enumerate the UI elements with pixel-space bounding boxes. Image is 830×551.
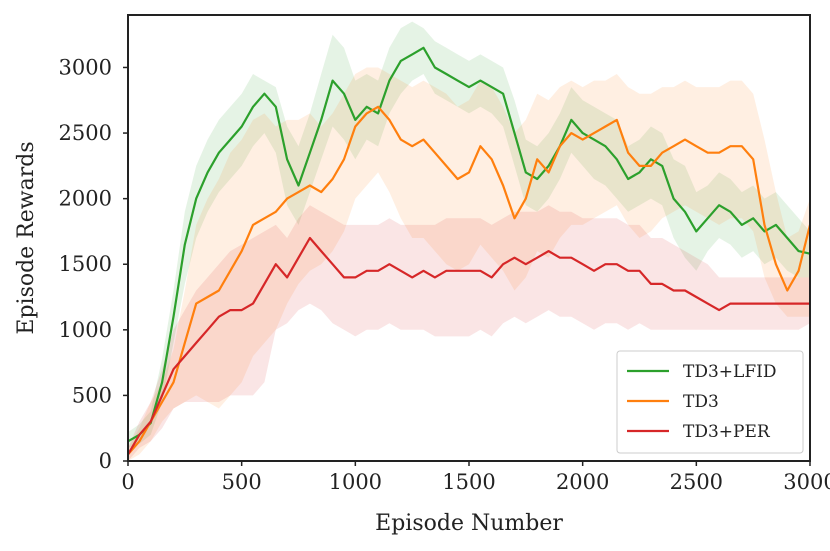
- x-tick-label: 1000: [329, 470, 382, 494]
- band-td3-per: [128, 205, 810, 461]
- y-tick-label: 2500: [59, 121, 112, 145]
- band-td3-lfid: [128, 21, 810, 448]
- series-lines: [127, 46, 812, 456]
- y-axis-title: Episode Rewards: [14, 141, 39, 334]
- x-tick-label: 2000: [556, 470, 609, 494]
- legend: TD3+LFID TD3 TD3+PER: [616, 350, 804, 454]
- series-line-td3: [127, 105, 812, 456]
- x-tick-label: 0: [121, 470, 134, 494]
- y-tick-label: 500: [72, 383, 112, 407]
- x-tick-label: 2500: [670, 470, 723, 494]
- x-tick-label: 1500: [442, 470, 495, 494]
- series-line-td3-per: [127, 236, 810, 455]
- y-tick-label: 1500: [59, 252, 112, 276]
- x-axis-title: Episode Number: [375, 511, 563, 536]
- y-tick-label: 0: [99, 449, 112, 473]
- x-tick-label: 3000: [783, 470, 830, 494]
- x-axis-ticks: 0 500 1000 1500 2000 2500 3000: [121, 461, 830, 494]
- y-tick-label: 3000: [59, 55, 112, 79]
- x-tick-label: 500: [222, 470, 262, 494]
- y-axis-ticks: 0 500 1000 1500 2000 2500 3000: [59, 55, 128, 473]
- y-tick-label: 1000: [59, 318, 112, 342]
- series-line-td3-lfid: [127, 46, 811, 443]
- legend-box: [616, 350, 804, 454]
- legend-label: TD3: [683, 392, 719, 412]
- y-tick-label: 2000: [59, 187, 112, 211]
- legend-label: TD3+PER: [683, 422, 771, 442]
- legend-label: TD3+LFID: [683, 362, 776, 382]
